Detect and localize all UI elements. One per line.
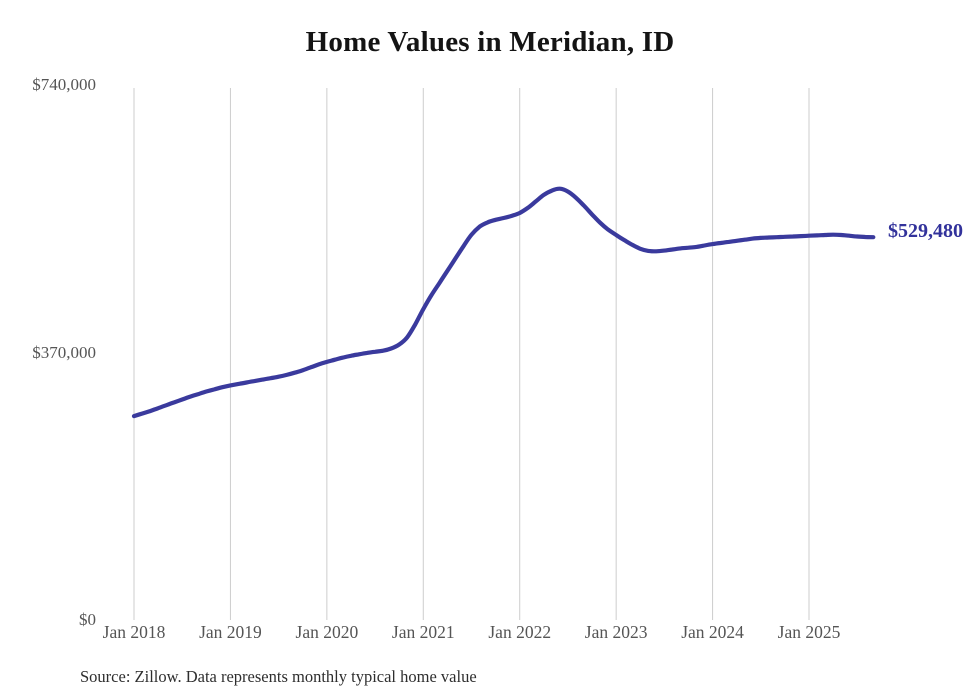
y-axis-tick-0: $0 xyxy=(79,610,96,629)
x-axis-label-jan-2025: Jan 2025 xyxy=(777,622,841,642)
source-note: Source: Zillow. Data represents monthly … xyxy=(80,667,477,686)
x-axis-label-jan-2024: Jan 2024 xyxy=(681,622,744,642)
x-axis-label-jan-2022: Jan 2022 xyxy=(488,622,552,642)
x-axis-label-jan-2023: Jan 2023 xyxy=(584,622,648,642)
y-axis-tick-370000: $370,000 xyxy=(32,343,96,362)
chart-title: Home Values in Meridian, ID xyxy=(305,26,675,58)
x-axis-label-jan-2018: Jan 2018 xyxy=(102,622,166,642)
x-axis-label-jan-2019: Jan 2019 xyxy=(199,622,262,642)
year-gridlines xyxy=(133,88,810,620)
x-axis-label-jan-2021: Jan 2021 xyxy=(391,622,455,642)
y-axis-tick-740000: $740,000 xyxy=(32,75,96,94)
x-axis-label-jan-2020: Jan 2020 xyxy=(295,622,359,642)
latest-value-label: $529,480 xyxy=(888,220,963,242)
home-value-line xyxy=(131,186,876,419)
